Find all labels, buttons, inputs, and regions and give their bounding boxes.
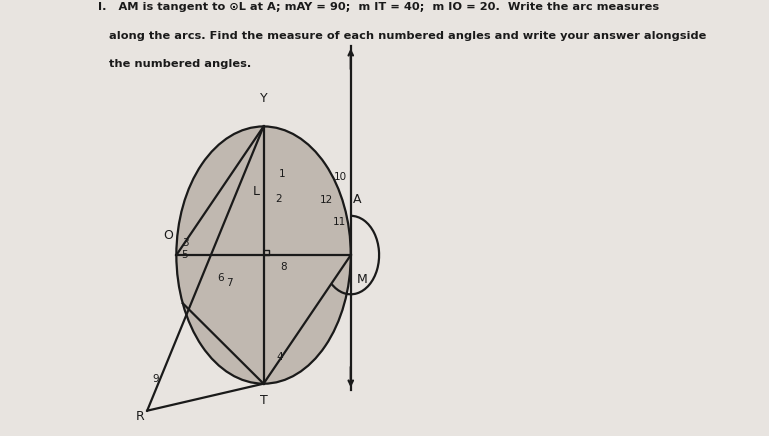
Text: I.   AM is tangent to ⊙L at A; mAY = 90;  m IT = 40;  m IO = 20.  Write the arc : I. AM is tangent to ⊙L at A; mAY = 90; m… — [98, 2, 659, 12]
Ellipse shape — [176, 126, 351, 384]
Text: 6: 6 — [217, 273, 224, 283]
Text: 1: 1 — [278, 169, 285, 178]
Text: A: A — [353, 193, 361, 206]
Text: 10: 10 — [335, 172, 348, 181]
Text: Y: Y — [260, 92, 268, 105]
Text: the numbered angles.: the numbered angles. — [108, 59, 251, 69]
Text: 3: 3 — [183, 238, 189, 248]
Text: T: T — [260, 394, 268, 407]
Text: O: O — [164, 229, 174, 242]
Text: 5: 5 — [181, 250, 188, 260]
Text: L: L — [253, 185, 260, 198]
Text: R: R — [136, 410, 145, 423]
Text: 8: 8 — [281, 262, 288, 272]
Text: 11: 11 — [333, 218, 347, 227]
Text: 4: 4 — [276, 352, 283, 361]
Text: along the arcs. Find the measure of each numbered angles and write your answer a: along the arcs. Find the measure of each… — [108, 31, 706, 41]
Text: 7: 7 — [226, 279, 233, 288]
Text: 2: 2 — [275, 194, 282, 204]
Text: 12: 12 — [320, 195, 334, 204]
Text: 9: 9 — [152, 375, 159, 384]
Text: M: M — [356, 273, 367, 286]
